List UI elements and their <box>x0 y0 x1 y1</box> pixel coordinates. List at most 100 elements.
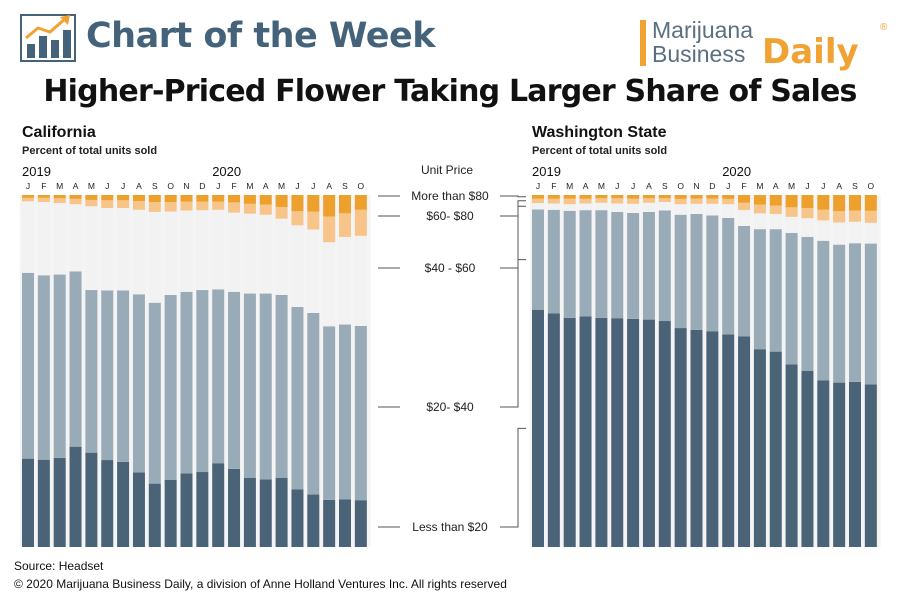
legend-connector-right-60-80 <box>500 200 526 217</box>
washington-bar-less-than-20 <box>627 318 640 547</box>
washington-bar-40-60 <box>579 203 592 211</box>
california-bar-60-80 <box>228 202 241 213</box>
california-month-tick: A <box>326 181 332 191</box>
california-bar-40-60 <box>37 202 50 276</box>
california-bar-60-80 <box>243 203 256 214</box>
california-month-tick: J <box>295 181 299 191</box>
brand-line2: Business <box>652 41 746 67</box>
header-title: Chart of the Week <box>86 16 436 56</box>
washington-bar-less-than-20 <box>785 364 798 547</box>
california-year-label-2019: 2019 <box>22 164 51 179</box>
brand-line3: Daily <box>762 32 859 72</box>
california-bar-less-than-20 <box>117 461 130 547</box>
california-bar-more-than-80 <box>180 195 193 202</box>
washington-bar-20-40 <box>864 243 877 385</box>
washington-bar-more-than-80 <box>801 195 814 209</box>
washington-month-tick: M <box>598 181 605 191</box>
california-bar-20-40 <box>243 293 256 479</box>
california-bar-60-80 <box>212 201 225 210</box>
california-bar-60-80 <box>85 199 98 207</box>
washington-month-tick: D <box>709 181 715 191</box>
washington-bar-60-80 <box>627 198 640 204</box>
washington-title: Washington State <box>532 124 667 141</box>
washington-bar-40-60 <box>722 204 735 218</box>
california-bar-more-than-80 <box>196 195 209 202</box>
washington-bar-more-than-80 <box>563 195 576 199</box>
california-bar-less-than-20 <box>243 478 256 547</box>
california-bar-20-40 <box>259 293 272 480</box>
washington-bar-less-than-20 <box>595 317 608 547</box>
washington-bar-40-60 <box>849 221 861 244</box>
california-bar-less-than-20 <box>339 499 351 547</box>
washington-bar-60-80 <box>817 209 830 221</box>
washington-bar-less-than-20 <box>532 309 544 547</box>
california-bar-more-than-80 <box>85 195 98 200</box>
washington-bar-60-80 <box>753 204 766 214</box>
washington-bar-20-40 <box>627 212 640 319</box>
washington-bar-less-than-20 <box>864 384 877 547</box>
california-bar-less-than-20 <box>354 500 367 547</box>
california-month-tick: J <box>105 181 109 191</box>
washington-bar-less-than-20 <box>690 329 703 547</box>
california-month-tick: F <box>231 181 236 191</box>
washington-bar-20-40 <box>753 229 766 350</box>
washington-bar-more-than-80 <box>579 195 592 199</box>
brand-registered-mark: ® <box>880 22 888 33</box>
california-bar-40-60 <box>22 201 34 273</box>
california-month-tick: M <box>56 181 63 191</box>
california-bar-more-than-80 <box>22 195 34 198</box>
california-bar-more-than-80 <box>243 195 256 204</box>
california-bar-60-80 <box>180 201 193 211</box>
legend-label-less-than-20: Less than $20 <box>412 520 488 534</box>
washington-bar-more-than-80 <box>627 195 640 199</box>
california-bar-60-80 <box>117 200 130 209</box>
california-bar-20-40 <box>228 291 241 469</box>
california-bar-60-80 <box>275 206 288 219</box>
washington-year-label-2020: 2020 <box>722 164 751 179</box>
washington-bar-less-than-20 <box>642 319 655 547</box>
california-bar-60-80 <box>323 216 336 243</box>
california-bar-20-40 <box>37 275 50 460</box>
washington-bar-more-than-80 <box>547 195 560 199</box>
california-bar-more-than-80 <box>101 195 114 201</box>
california-bar-less-than-20 <box>275 478 288 547</box>
washington-bar-more-than-80 <box>833 195 846 212</box>
california-bar-20-40 <box>117 290 130 462</box>
washington-bar-more-than-80 <box>769 195 782 206</box>
washington-bar-20-40 <box>611 211 624 319</box>
washington-month-tick: J <box>615 181 619 191</box>
washington-bar-20-40 <box>674 214 687 329</box>
california-bar-less-than-20 <box>228 468 241 547</box>
california-bar-60-80 <box>22 197 34 202</box>
california-month-tick: J <box>26 181 30 191</box>
california-bar-20-40 <box>180 291 193 474</box>
washington-bar-60-80 <box>849 210 861 222</box>
washington-bar-20-40 <box>595 210 608 318</box>
washington-bar-60-80 <box>611 198 624 204</box>
washington-bar-60-80 <box>595 198 608 203</box>
california-bar-20-40 <box>307 312 320 495</box>
california-bar-more-than-80 <box>323 195 336 217</box>
washington-bar-more-than-80 <box>817 195 830 210</box>
washington-bar-more-than-80 <box>532 195 544 199</box>
california-bar-20-40 <box>323 326 336 500</box>
copyright-note: © 2020 Marijuana Business Daily, a divis… <box>14 577 507 591</box>
california-bar-less-than-20 <box>164 479 177 547</box>
brand-bar <box>640 20 646 66</box>
washington-bar-60-80 <box>579 198 592 204</box>
california-bar-20-40 <box>85 290 98 453</box>
washington-bar-20-40 <box>817 240 830 381</box>
washington-bar-20-40 <box>579 210 592 317</box>
washington-month-tick: J <box>805 181 809 191</box>
washington-bar-more-than-80 <box>674 195 687 199</box>
unit-price-label: Unit Price <box>420 163 473 177</box>
washington-bar-20-40 <box>547 209 560 314</box>
california-bar-20-40 <box>69 271 82 447</box>
washington-bar-20-40 <box>785 233 798 365</box>
california-month-tick: O <box>167 181 174 191</box>
washington-bar-40-60 <box>817 220 830 241</box>
california-bar-20-40 <box>53 274 66 458</box>
washington-bar-20-40 <box>801 236 814 371</box>
washington-bar-more-than-80 <box>595 195 608 199</box>
